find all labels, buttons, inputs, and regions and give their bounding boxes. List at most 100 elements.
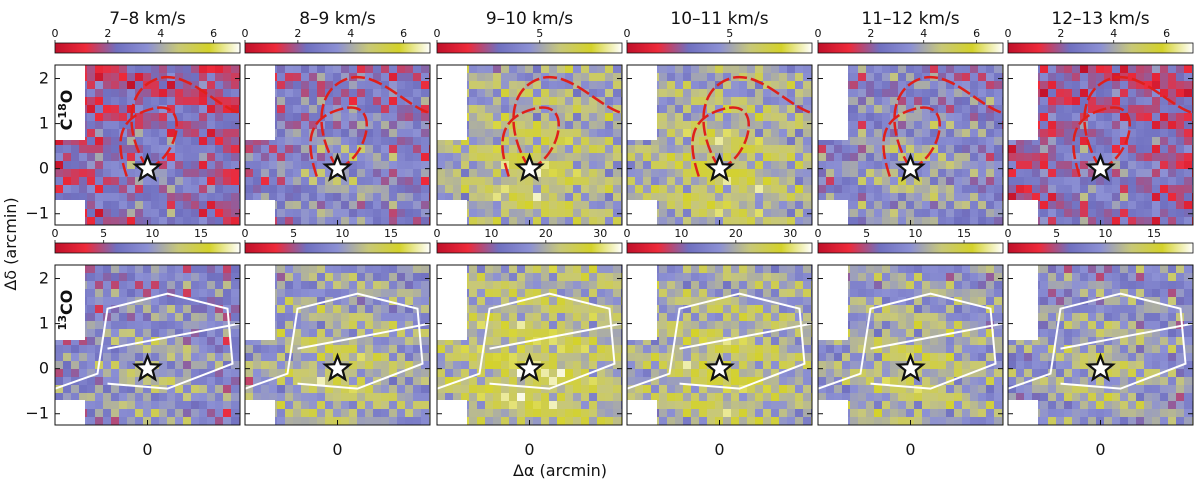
star-marker: [514, 152, 545, 182]
star-marker: [704, 152, 735, 182]
channel-panel: 0 10 20 30 0: [624, 227, 813, 459]
intensity-map: [55, 265, 240, 425]
blank-region: [627, 400, 657, 425]
blank-region: [437, 265, 467, 340]
colorbar-tick-label: 10: [1098, 227, 1112, 240]
x-tick-label: 0: [1095, 440, 1105, 459]
spiral-arm: [309, 106, 368, 180]
region-outline: [245, 292, 424, 390]
blank-region: [245, 400, 275, 425]
colorbar-tick-label: 15: [384, 227, 398, 240]
colorbar-tick-label: 0: [1005, 27, 1012, 40]
blank-region: [437, 400, 467, 425]
colorbar: [626, 242, 813, 254]
blank-region: [245, 265, 275, 340]
colorbar-tick-label: 15: [957, 227, 971, 240]
region-outline: [679, 322, 812, 350]
star-marker: [1085, 352, 1116, 382]
region-outline: [627, 292, 806, 390]
spiral-arm: [501, 106, 560, 180]
intensity-map: [245, 65, 430, 225]
colorbar-tick-label: 20: [539, 227, 553, 240]
y-tick-label: 2: [39, 69, 49, 88]
region-outline: [1060, 322, 1193, 350]
x-tick-label: 0: [524, 440, 534, 459]
colorbar: [626, 42, 813, 54]
star-marker: [132, 152, 163, 182]
star-marker: [322, 152, 353, 182]
blank-region: [818, 400, 848, 425]
region-outline: [870, 322, 1003, 350]
region-outline: [55, 292, 234, 390]
star-marker: [895, 152, 926, 182]
colorbar-tick-label: 5: [726, 27, 733, 40]
axis-labels: Δα (arcmin) Δδ (arcmin): [1, 197, 607, 480]
colorbar: [1007, 242, 1194, 254]
colorbar: [817, 42, 1004, 54]
velocity-title: 7–8 km/s: [109, 9, 186, 29]
blank-region: [55, 400, 85, 425]
colorbar-tick-label: 4: [920, 27, 927, 40]
channel-panel: 0 5 10 15 0: [242, 227, 431, 459]
colorbar-tick-label: 15: [1147, 227, 1161, 240]
spiral-arm: [702, 75, 812, 170]
x-axis-label: Δα (arcmin): [513, 461, 607, 480]
colorbar-tick-label: 10: [335, 227, 349, 240]
intensity-map: [1008, 265, 1193, 425]
velocity-title: 9–10 km/s: [486, 9, 573, 29]
colorbar-tick-label: 6: [973, 27, 980, 40]
intensity-map: [55, 65, 240, 225]
colorbar-tick-label: 0: [624, 27, 631, 40]
colorbar: [817, 242, 1004, 254]
region-outline: [107, 322, 240, 350]
colorbar-tick-label: 0: [52, 27, 59, 40]
channel-panel: 0 2 4 6 2 1 0 −1 C18O: [25, 27, 241, 226]
region-outline: [437, 292, 616, 390]
spiral-arm: [893, 75, 1003, 170]
region-outline: [818, 292, 997, 390]
channel-panel: 0 2 4 6: [1005, 27, 1194, 226]
channel-panel: 0 2 4 6: [815, 27, 1004, 226]
blank-region: [818, 200, 848, 225]
molecule-label: 13CO: [56, 290, 77, 331]
colorbar-tick-label: 0: [52, 227, 59, 240]
colorbar-tick-label: 2: [294, 27, 301, 40]
colorbar-tick-label: 0: [434, 27, 441, 40]
colorbar-tick-label: 5: [863, 227, 870, 240]
intensity-map: [627, 265, 812, 425]
spiral-arm: [882, 106, 941, 180]
colorbar-tick-label: 10: [484, 227, 498, 240]
spiral-arm: [130, 75, 240, 170]
blank-region: [1008, 200, 1038, 225]
colorbar-tick-label: 6: [400, 27, 407, 40]
colorbar-tick-label: 30: [783, 227, 797, 240]
colorbar-tick-label: 2: [867, 27, 874, 40]
colorbar-tick-label: 30: [593, 227, 607, 240]
blank-region: [245, 65, 275, 140]
blank-region: [1008, 265, 1038, 340]
y-tick-label: −1: [25, 204, 49, 223]
velocity-title: 12–13 km/s: [1051, 9, 1149, 29]
colorbar-tick-label: 15: [194, 227, 208, 240]
x-tick-label: 0: [142, 440, 152, 459]
y-axis-label: Δδ (arcmin): [1, 197, 20, 290]
blank-region: [55, 65, 85, 140]
colorbar-tick-label: 4: [1110, 27, 1117, 40]
star-marker: [514, 352, 545, 382]
spiral-arm: [691, 106, 750, 180]
blank-region: [627, 265, 657, 340]
intensity-map: [437, 65, 622, 225]
region-outline: [489, 322, 622, 350]
colorbar-tick-label: 10: [145, 227, 159, 240]
blank-region: [1008, 65, 1038, 140]
colorbar-tick-label: 6: [210, 27, 217, 40]
colorbar-tick-label: 5: [290, 227, 297, 240]
blank-region: [1008, 400, 1038, 425]
region-outline: [297, 322, 430, 350]
velocity-title: 10–11 km/s: [670, 9, 768, 29]
y-tick-label: 0: [39, 159, 49, 178]
star-marker: [322, 352, 353, 382]
channel-panel: 0 2 4 6: [242, 27, 431, 226]
